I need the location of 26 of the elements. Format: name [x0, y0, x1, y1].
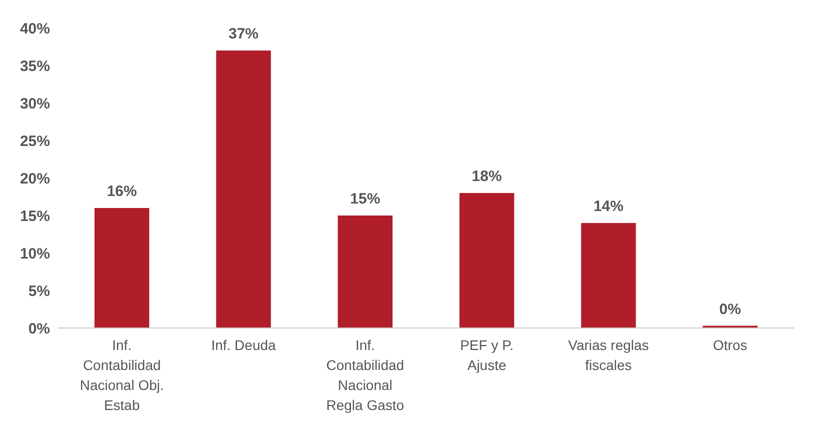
x-tick-label: Inf. Contabilidad Nacional Regla Gasto — [326, 337, 404, 413]
data-label: 15% — [350, 190, 380, 208]
y-tick-label: 35% — [20, 58, 50, 75]
data-label: 18% — [472, 168, 502, 185]
y-tick-label: 25% — [20, 132, 50, 150]
y-tick-label: 40% — [20, 20, 50, 38]
x-tick-label: PEF y P. Ajuste — [460, 337, 514, 373]
bar — [581, 223, 636, 328]
data-label: 16% — [106, 183, 137, 200]
bar — [216, 50, 271, 328]
y-tick-label: 5% — [28, 282, 50, 300]
bar — [338, 216, 393, 328]
x-tick-label: Inf. Contabilidad Nacional Obj. Estab — [80, 337, 164, 413]
y-tick-label: 15% — [20, 208, 50, 225]
y-tick-label: 20% — [20, 170, 50, 188]
data-label: 0% — [719, 300, 741, 318]
bar — [459, 193, 514, 328]
x-tick-label: Varias reglas fiscales — [568, 337, 649, 373]
y-tick-label: 0% — [28, 320, 50, 338]
bar — [94, 208, 150, 328]
y-tick-label: 30% — [20, 95, 50, 112]
data-label: 37% — [228, 26, 259, 42]
x-tick-label: Otros — [713, 337, 748, 353]
data-label: 14% — [593, 198, 624, 215]
y-tick-label: 10% — [20, 245, 50, 262]
x-tick-label: Inf. Deuda — [211, 337, 276, 353]
